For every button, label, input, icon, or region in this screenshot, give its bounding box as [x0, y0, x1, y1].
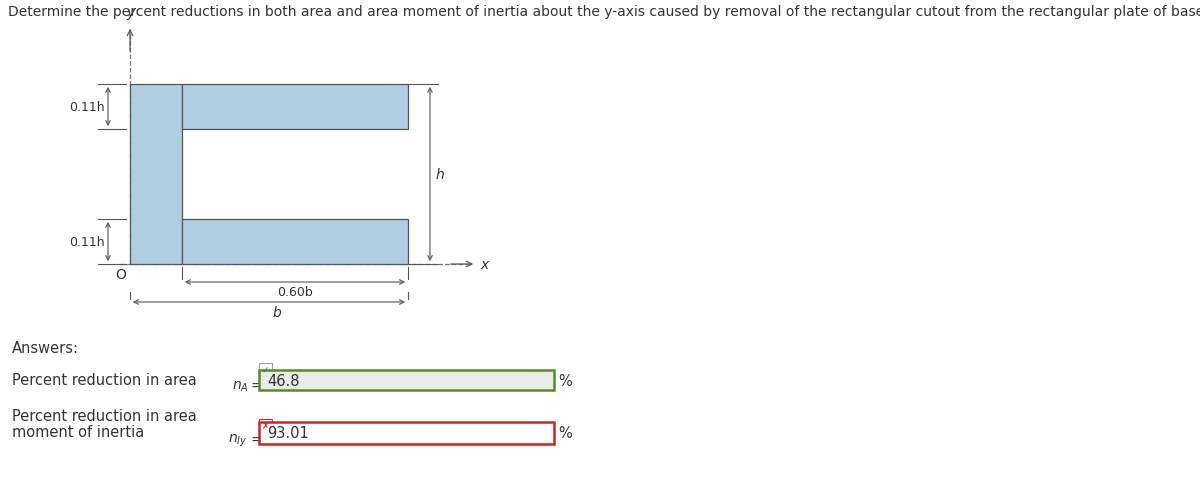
Bar: [259, 363, 272, 376]
Text: 0.60b: 0.60b: [277, 285, 313, 298]
Text: %: %: [558, 374, 571, 389]
Bar: [182, 220, 408, 264]
Text: $n_{Iy}$: $n_{Iy}$: [228, 432, 247, 448]
Text: 93.01: 93.01: [266, 426, 308, 441]
Text: 0.11h: 0.11h: [70, 101, 106, 114]
Text: ✓: ✓: [262, 365, 269, 374]
Bar: [259, 370, 554, 390]
Text: 0.11h: 0.11h: [70, 236, 106, 248]
Bar: [182, 85, 408, 130]
Text: =: =: [250, 379, 262, 393]
Text: Determine the percent reductions in both area and area moment of inertia about t: Determine the percent reductions in both…: [8, 5, 1200, 19]
Text: $n_A$: $n_A$: [232, 379, 248, 393]
Text: y: y: [126, 6, 134, 20]
Text: %: %: [558, 426, 571, 441]
Text: =: =: [250, 433, 262, 447]
Text: b: b: [272, 305, 281, 319]
Bar: [130, 85, 182, 264]
Text: x: x: [480, 258, 488, 271]
Text: moment of inertia: moment of inertia: [12, 425, 144, 440]
Text: O: O: [115, 267, 126, 282]
Text: Percent reduction in area: Percent reduction in area: [12, 373, 197, 387]
Text: h: h: [436, 168, 445, 182]
Text: ✗: ✗: [262, 421, 269, 430]
Text: 46.8: 46.8: [266, 374, 300, 389]
Text: Answers:: Answers:: [12, 340, 79, 355]
Bar: [259, 419, 272, 432]
Bar: [259, 422, 554, 444]
Text: Percent reduction in area: Percent reduction in area: [12, 408, 197, 424]
